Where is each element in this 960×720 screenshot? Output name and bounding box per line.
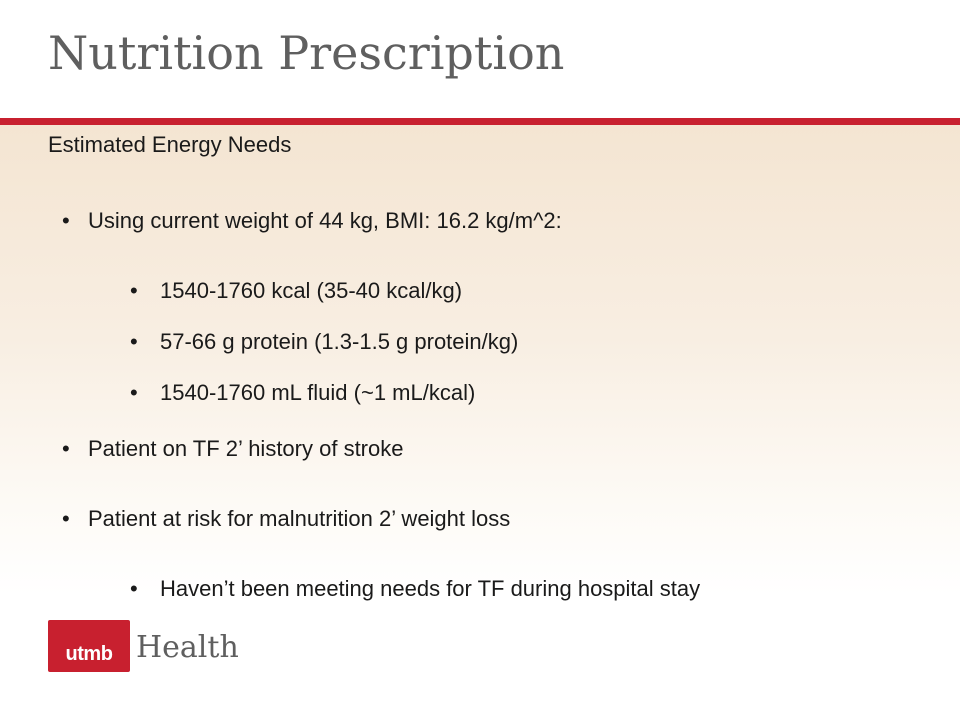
bullet-text: Haven’t been meeting needs for TF during…	[160, 576, 701, 601]
utmb-logo-mark: utmb	[48, 620, 130, 672]
bullet-dot: •	[130, 329, 138, 354]
title-divider	[0, 118, 960, 125]
bullet-dot: •	[62, 208, 70, 233]
bullet-dot: •	[130, 380, 138, 405]
bullet-text: 1540-1760 mL fluid (~1 mL/kcal)	[160, 380, 476, 405]
bullet-text: Using current weight of 44 kg, BMI: 16.2…	[88, 208, 562, 233]
bullet-dot: •	[62, 436, 70, 461]
bullet-text: 1540-1760 kcal (35-40 kcal/kg)	[160, 278, 463, 303]
slide-title: Nutrition Prescription	[48, 26, 565, 80]
bullet-text: Patient at risk for malnutrition 2’ weig…	[88, 506, 511, 531]
section-heading: Estimated Energy Needs	[48, 132, 292, 157]
background-gradient	[0, 125, 960, 595]
bullet-text: 57-66 g protein (1.3-1.5 g protein/kg)	[160, 329, 519, 354]
bullet-dot: •	[62, 506, 70, 531]
logo-box-text: utmb	[65, 643, 113, 665]
bullet-dot: •	[130, 576, 138, 601]
logo-wordmark: Health	[136, 630, 239, 665]
bullet-text: Patient on TF 2’ history of stroke	[88, 436, 404, 461]
bullet-dot: •	[130, 278, 138, 303]
